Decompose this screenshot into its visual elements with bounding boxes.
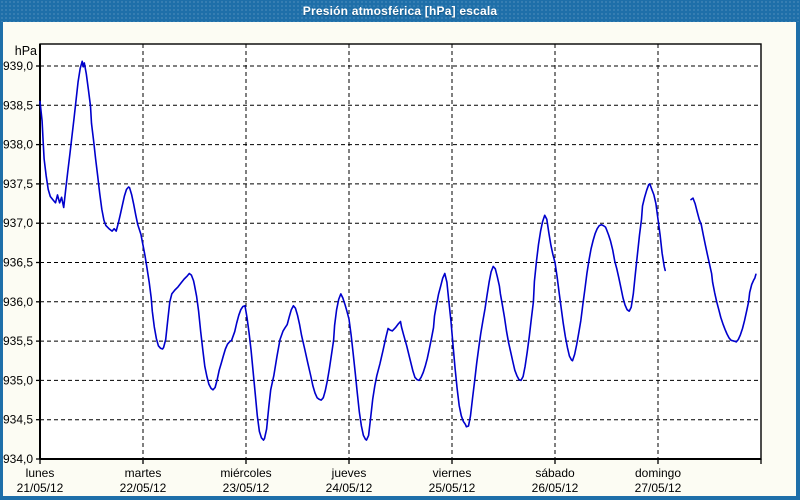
y-axis-tick-label: 938,0 (3, 138, 33, 152)
x-axis-day-label: domingo (635, 466, 681, 480)
y-axis-tick-label: 935,5 (3, 334, 33, 348)
x-axis-day-label: sábado (535, 466, 575, 480)
plot-area (40, 44, 761, 459)
chart-panel: 939,0 938,5 938,0 937,5 937,0 936,5 936,0 935,5… (3, 22, 796, 496)
x-axis-date-label: 27/05/12 (635, 481, 682, 495)
x-axis-date-label: 23/05/12 (223, 481, 270, 495)
x-axis-date-label: 21/05/12 (17, 481, 64, 495)
y-axis-tick-label: 938,5 (3, 98, 33, 112)
y-axis-tick-label: 936,5 (3, 256, 33, 270)
x-axis-day-label: lunes (26, 466, 55, 480)
y-axis-unit-label: hPa (15, 44, 37, 58)
pressure-line-segment (690, 197, 757, 343)
x-axis-date-label: 25/05/12 (429, 481, 476, 495)
y-axis-tick-label: 934,0 (3, 452, 33, 466)
x-axis-date-label: 24/05/12 (326, 481, 373, 495)
y-axis-tick-label: 939,0 (3, 59, 33, 73)
y-axis-tick-label: 937,0 (3, 216, 33, 230)
title-bar: Presión atmosférica [hPa] escala (0, 0, 800, 22)
x-axis-day-label: martes (125, 466, 162, 480)
y-axis-tick-label: 936,0 (3, 295, 33, 309)
y-axis-tick-label: 934,5 (3, 413, 33, 427)
y-axis-tick-label: 937,5 (3, 177, 33, 191)
x-axis-day-label: jueves (331, 466, 367, 480)
x-axis-date-label: 22/05/12 (120, 481, 167, 495)
page-title: Presión atmosférica [hPa] escala (302, 4, 498, 18)
x-axis-day-label: viernes (433, 466, 472, 480)
pressure-line-segment (39, 60, 667, 441)
x-axis-day-label: miércoles (220, 466, 271, 480)
y-axis-tick-label: 935,0 (3, 373, 33, 387)
x-axis-date-label: 26/05/12 (532, 481, 579, 495)
pressure-chart: 939,0 938,5 938,0 937,5 937,0 936,5 936,0 935,5… (3, 43, 762, 495)
